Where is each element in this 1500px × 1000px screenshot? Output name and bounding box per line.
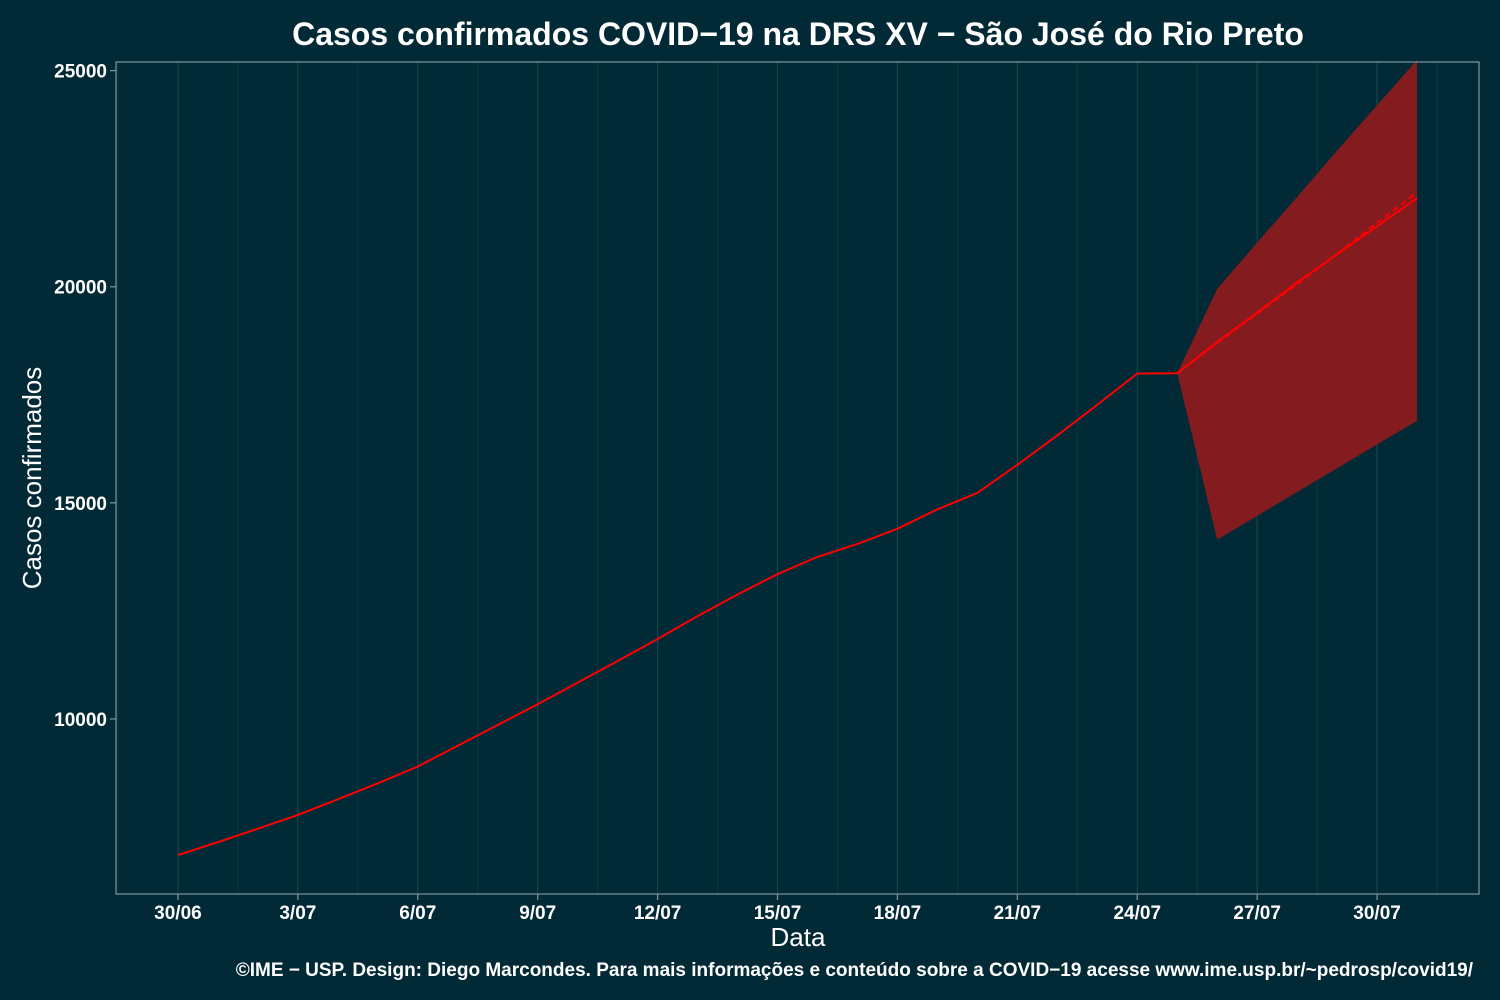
observed-line xyxy=(177,372,1178,857)
chart-caption: ©IME − USP. Design: Diego Marcondes. Par… xyxy=(236,960,1474,981)
x-tick-label: 18/07 xyxy=(874,903,922,924)
plot-border xyxy=(115,61,1480,895)
x-tick-label: 3/07 xyxy=(279,903,316,924)
x-axis-ticks: 30/06 3/07 6/07 9/07 12/07 15/07 18/07 21/07 24/… xyxy=(154,894,1401,924)
x-tick-label: 21/07 xyxy=(994,903,1042,924)
forecast-band xyxy=(1177,59,1418,540)
chart-title: Casos confirmados COVID−19 na DRS XV − S… xyxy=(292,16,1304,52)
x-tick-label: 30/07 xyxy=(1353,903,1401,924)
y-tick-label: 10000 xyxy=(54,710,107,731)
x-axis-title: Data xyxy=(771,922,826,952)
y-tick-label: 15000 xyxy=(54,494,107,515)
y-axis-title: Casos confirmados xyxy=(17,367,47,590)
x-tick-label: 27/07 xyxy=(1233,903,1281,924)
x-tick-label: 30/06 xyxy=(154,903,202,924)
x-tick-label: 12/07 xyxy=(634,903,682,924)
confidence-band xyxy=(1177,59,1418,540)
x-tick-label: 15/07 xyxy=(754,903,802,924)
grid-lines xyxy=(117,62,1438,894)
y-tick-label: 20000 xyxy=(54,278,107,299)
x-tick-label: 24/07 xyxy=(1113,903,1161,924)
y-axis-ticks: 10000 15000 20000 25000 xyxy=(54,62,116,731)
x-tick-label: 9/07 xyxy=(519,903,556,924)
x-tick-label: 6/07 xyxy=(399,903,436,924)
series-lines xyxy=(177,191,1418,857)
forecast-dashed-line xyxy=(1176,191,1418,374)
y-tick-label: 25000 xyxy=(54,62,107,83)
